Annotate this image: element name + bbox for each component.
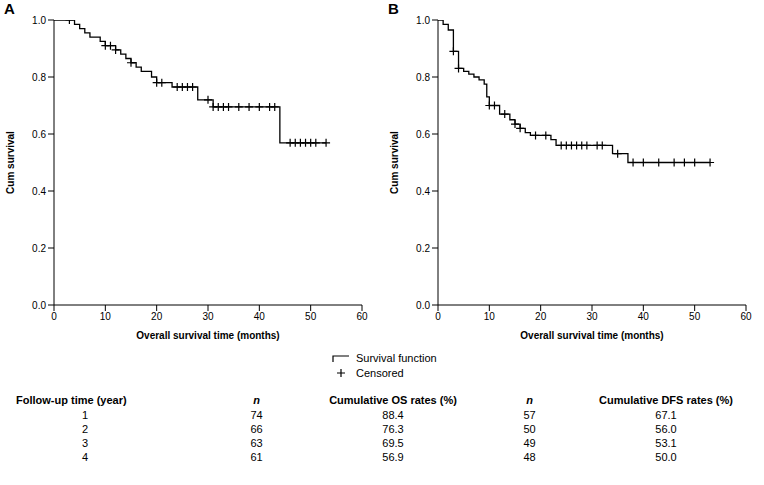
svg-text:10: 10 xyxy=(484,311,496,322)
svg-text:50: 50 xyxy=(689,311,701,322)
svg-text:20: 20 xyxy=(535,311,547,322)
html-text:56.0: 56.0 xyxy=(655,423,677,435)
html-text:53.1: 53.1 xyxy=(655,437,677,449)
svg-text:0.2: 0.2 xyxy=(32,243,46,254)
svg-text:0.2: 0.2 xyxy=(416,243,430,254)
html-text:76.3: 76.3 xyxy=(382,423,404,435)
html-text:63: 63 xyxy=(250,437,263,449)
html-text:Follow-up time (year): Follow-up time (year) xyxy=(16,394,127,406)
html-text:Cumulative DFS rates (%): Cumulative DFS rates (%) xyxy=(599,394,733,406)
html-text:74: 74 xyxy=(250,409,263,421)
svg-text:Overall survival time (months): Overall survival time (months) xyxy=(136,330,279,341)
svg-text:1.0: 1.0 xyxy=(32,15,46,26)
svg-text:40: 40 xyxy=(638,311,650,322)
svg-text:20: 20 xyxy=(151,311,163,322)
svg-text:60: 60 xyxy=(356,311,368,322)
svg-text:60: 60 xyxy=(740,311,752,322)
svg-text:0.6: 0.6 xyxy=(416,129,430,140)
html-text:Censored: Censored xyxy=(356,366,404,379)
svg-text:0.8: 0.8 xyxy=(32,72,46,83)
svg-text:0.0: 0.0 xyxy=(32,300,46,311)
html-text:61: 61 xyxy=(250,451,263,463)
html-text:88.4: 88.4 xyxy=(382,409,404,421)
html-text:67.1: 67.1 xyxy=(655,409,677,421)
html-text:Cumulative OS rates (%): Cumulative OS rates (%) xyxy=(329,394,457,406)
svg-text:0.0: 0.0 xyxy=(416,300,430,311)
html-text:48: 48 xyxy=(523,451,536,463)
svg-text:0: 0 xyxy=(435,311,441,322)
html-text:69.5: 69.5 xyxy=(382,437,404,449)
svg-text:10: 10 xyxy=(100,311,112,322)
html-text:66: 66 xyxy=(250,423,263,435)
html-text:49: 49 xyxy=(523,437,536,449)
svg-text:30: 30 xyxy=(202,311,214,322)
svg-text:Cum survival: Cum survival xyxy=(389,131,400,194)
html-text:n: n xyxy=(253,394,260,406)
html-text:Survival function: Survival function xyxy=(356,351,437,364)
html-text:4: 4 xyxy=(82,451,89,463)
svg-text:0.6: 0.6 xyxy=(32,129,46,140)
svg-text:0.8: 0.8 xyxy=(416,72,430,83)
html-text:2: 2 xyxy=(82,423,89,435)
svg-text:1.0: 1.0 xyxy=(416,15,430,26)
html-text:B: B xyxy=(388,0,399,17)
svg-text:Cum survival: Cum survival xyxy=(8,131,16,194)
html-text:n: n xyxy=(526,394,533,406)
svg-text:0.4: 0.4 xyxy=(416,186,430,197)
svg-text:30: 30 xyxy=(586,311,598,322)
svg-text:50: 50 xyxy=(305,311,317,322)
html-text:3: 3 xyxy=(82,437,89,449)
html-text:50.0: 50.0 xyxy=(655,451,677,463)
svg-text:0: 0 xyxy=(51,311,57,322)
svg-text:0.4: 0.4 xyxy=(32,186,46,197)
html-text:57: 57 xyxy=(523,409,536,421)
svg-text:Overall survival time (months): Overall survival time (months) xyxy=(520,330,663,341)
html-text:50: 50 xyxy=(523,423,536,435)
html-text:A: A xyxy=(4,0,15,17)
svg-text:40: 40 xyxy=(254,311,266,322)
html-text:1: 1 xyxy=(82,409,89,421)
html-text:56.9: 56.9 xyxy=(382,451,404,463)
